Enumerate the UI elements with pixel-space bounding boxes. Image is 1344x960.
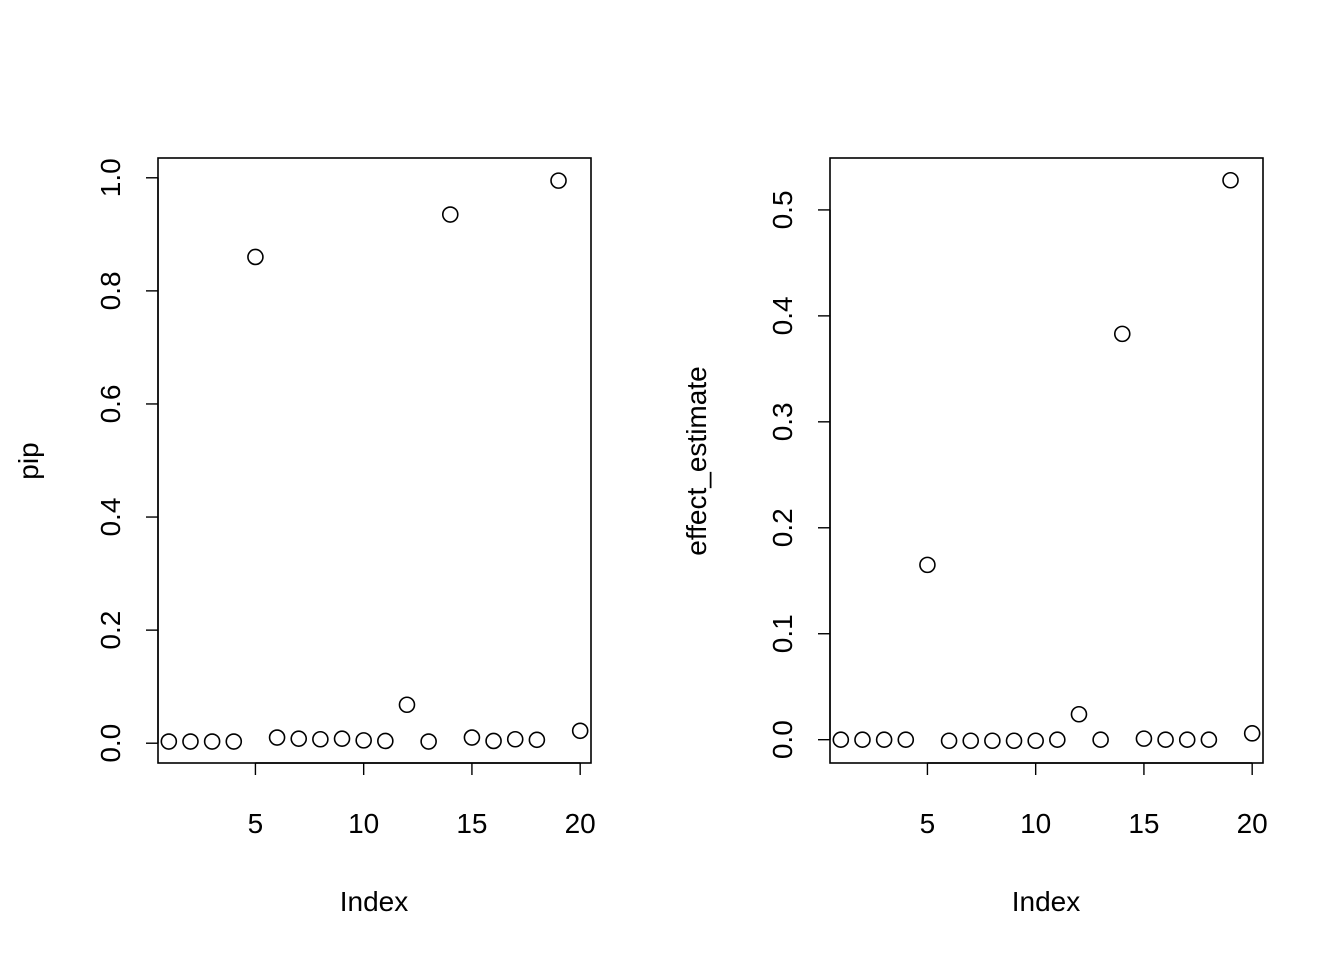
plot-frame (157, 157, 592, 764)
panel-pip: Index pip 5 10 15 20 0.0 0.2 0.4 0.6 0.8 1.0 (13, 157, 596, 917)
data-point (441, 206, 459, 223)
x-tick-label: 5 (920, 808, 936, 839)
data-point (420, 733, 437, 750)
data-point (203, 733, 221, 750)
y-tick-label: 0.5 (767, 190, 798, 229)
y-axis-title: pip (13, 442, 44, 479)
data-point (463, 729, 481, 746)
data-point (962, 732, 980, 750)
y-tick-label: 0.1 (767, 614, 798, 653)
data-point (247, 248, 264, 266)
data-point (571, 722, 589, 740)
y-tick-label: 0.0 (95, 724, 126, 763)
data-point (1135, 730, 1153, 747)
y-tick-label: 1.0 (95, 158, 126, 197)
data-point (485, 732, 502, 750)
data-point (160, 733, 178, 750)
data-point (919, 556, 936, 574)
data-point (333, 730, 351, 747)
data-point (1113, 325, 1131, 343)
data-point (312, 730, 329, 748)
data-point (1049, 731, 1066, 748)
data-point (182, 733, 199, 750)
y-tick-label: 0.2 (767, 508, 798, 547)
y-tick-label: 0.6 (95, 384, 126, 423)
data-point (832, 731, 850, 748)
x-axis-title: Index (1012, 886, 1081, 917)
data-point (398, 696, 416, 714)
data-point (854, 731, 871, 748)
x-tick-label: 10 (1020, 808, 1051, 839)
data-point (1243, 725, 1261, 742)
data-point (1027, 732, 1044, 750)
y-tick-label: 0.4 (95, 498, 126, 537)
data-point (1005, 732, 1023, 750)
data-point (940, 732, 958, 750)
data-point (506, 730, 524, 748)
data-point (355, 732, 372, 749)
data-point (1200, 731, 1218, 748)
data-point (1178, 731, 1196, 748)
x-axis-title: Index (340, 886, 409, 917)
data-point (897, 731, 915, 748)
y-tick-label: 0.8 (95, 271, 126, 310)
data-point (268, 729, 286, 746)
y-tick-label: 0.2 (95, 611, 126, 650)
y-tick-label: 0.0 (767, 720, 798, 759)
data-point (550, 172, 567, 189)
data-point (1222, 171, 1239, 189)
x-tick-label: 15 (456, 808, 487, 839)
data-point (1070, 705, 1088, 723)
data-point (875, 731, 893, 748)
data-point (1092, 731, 1109, 748)
y-axis-title: effect_estimate (681, 366, 712, 555)
data-point (984, 732, 1001, 750)
data-point (1157, 731, 1174, 748)
x-tick-label: 10 (348, 808, 379, 839)
data-point (225, 733, 243, 750)
panel-effect-estimate: Index effect_estimate 5 10 15 20 0.0 0.1 0.2 0.… (681, 157, 1268, 917)
y-tick-label: 0.4 (767, 296, 798, 335)
data-point (528, 731, 546, 749)
x-tick-label: 5 (248, 808, 264, 839)
data-point (290, 730, 308, 747)
x-tick-label: 20 (565, 808, 596, 839)
x-tick-label: 15 (1128, 808, 1159, 839)
x-tick-label: 20 (1237, 808, 1268, 839)
y-tick-label: 0.3 (767, 402, 798, 441)
plot-frame (829, 157, 1264, 764)
data-point (377, 732, 394, 750)
